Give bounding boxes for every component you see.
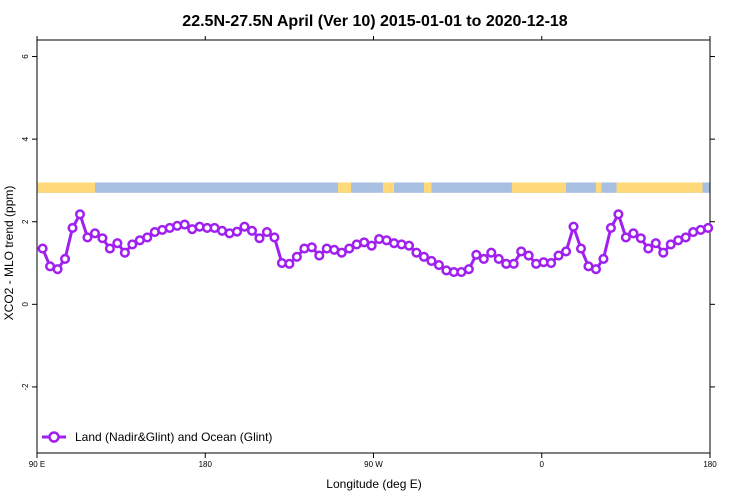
- data-point: [665, 239, 676, 250]
- data-point: [254, 233, 265, 244]
- data-point: [231, 226, 243, 237]
- data-point: [703, 222, 714, 233]
- data-point: [269, 232, 280, 243]
- y-tick-label: 0: [21, 302, 30, 307]
- data-point: [239, 221, 250, 232]
- y-tick-label: -2: [21, 383, 30, 391]
- data-point: [89, 228, 101, 239]
- data-point: [67, 222, 78, 233]
- y-tick-label: 6: [21, 54, 30, 59]
- data-point: [179, 219, 190, 230]
- data-point: [613, 209, 624, 220]
- land-segment: [337, 182, 352, 193]
- data-point: [433, 260, 444, 271]
- data-point: [74, 209, 86, 220]
- data-point: [37, 243, 48, 254]
- data-point: [291, 251, 302, 262]
- data-point: [561, 246, 572, 257]
- data-point: [478, 253, 489, 264]
- data-point: [628, 228, 639, 239]
- data-point: [344, 243, 355, 254]
- data-point: [523, 250, 534, 261]
- data-point: [97, 233, 108, 244]
- data-point: [59, 253, 71, 264]
- chart-title: 22.5N-27.5N April (Ver 10) 2015-01-01 to…: [182, 13, 568, 30]
- data-point: [463, 264, 474, 275]
- x-tick-label: 180: [199, 460, 213, 469]
- data-point: [546, 257, 557, 269]
- data-point: [127, 239, 138, 250]
- y-tick-label: 2: [21, 219, 30, 224]
- data-point: [635, 233, 646, 244]
- land-segment: [511, 182, 567, 193]
- series-layer: [37, 209, 714, 278]
- data-point: [284, 258, 295, 269]
- data-point: [486, 247, 497, 258]
- data-point: [314, 250, 325, 261]
- land-segment: [616, 182, 703, 193]
- x-axis-label: Longitude (deg E): [326, 477, 421, 491]
- data-point: [650, 238, 661, 249]
- data-point: [553, 250, 564, 261]
- data-point: [605, 222, 616, 233]
- data-point: [620, 232, 631, 243]
- data-point: [366, 240, 377, 251]
- land-segment: [423, 182, 432, 193]
- data-point: [493, 253, 504, 264]
- data-point: [119, 247, 130, 258]
- x-tick-label: 180: [703, 460, 717, 469]
- data-point: [426, 255, 437, 267]
- data-point: [82, 232, 93, 243]
- land-segment: [382, 182, 395, 193]
- y-axis-label: XCO2 - MLO trend (ppm): [2, 186, 16, 321]
- x-tick-label: 0: [540, 460, 545, 469]
- data-point: [658, 247, 669, 258]
- data-point: [52, 264, 63, 275]
- data-point: [411, 247, 422, 258]
- legend: Land (Nadir&Glint) and Ocean (Glint): [42, 430, 272, 444]
- data-point: [516, 246, 527, 257]
- data-point: [104, 243, 115, 254]
- data-point: [680, 232, 691, 243]
- y-tick-label: 4: [21, 136, 30, 141]
- x-tick-label: 90 W: [364, 460, 383, 469]
- y-axis: -2 0 2 4 6: [21, 54, 715, 391]
- data-point: [142, 232, 153, 243]
- data-point: [508, 258, 519, 269]
- x-tick-label: 90 E: [29, 460, 45, 469]
- data-point: [418, 251, 430, 262]
- x-axis: 90 E 180 90 W 0 180: [29, 36, 717, 469]
- data-point: [598, 253, 609, 264]
- data-point: [643, 243, 654, 254]
- data-point: [246, 225, 258, 236]
- data-point: [575, 243, 587, 254]
- data-point: [590, 264, 602, 275]
- data-point: [336, 247, 347, 258]
- data-point: [568, 221, 579, 232]
- land-segment: [37, 182, 95, 193]
- legend-marker: [48, 431, 60, 443]
- data-point: [112, 238, 123, 249]
- legend-series-label: Land (Nadir&Glint) and Ocean (Glint): [75, 430, 272, 444]
- ocean-band: [37, 182, 710, 193]
- land-ocean-strip: [37, 182, 710, 193]
- data-point: [403, 240, 415, 251]
- data-point: [471, 249, 482, 260]
- data-point: [261, 226, 272, 238]
- land-segment: [595, 182, 602, 193]
- data-point: [306, 242, 317, 253]
